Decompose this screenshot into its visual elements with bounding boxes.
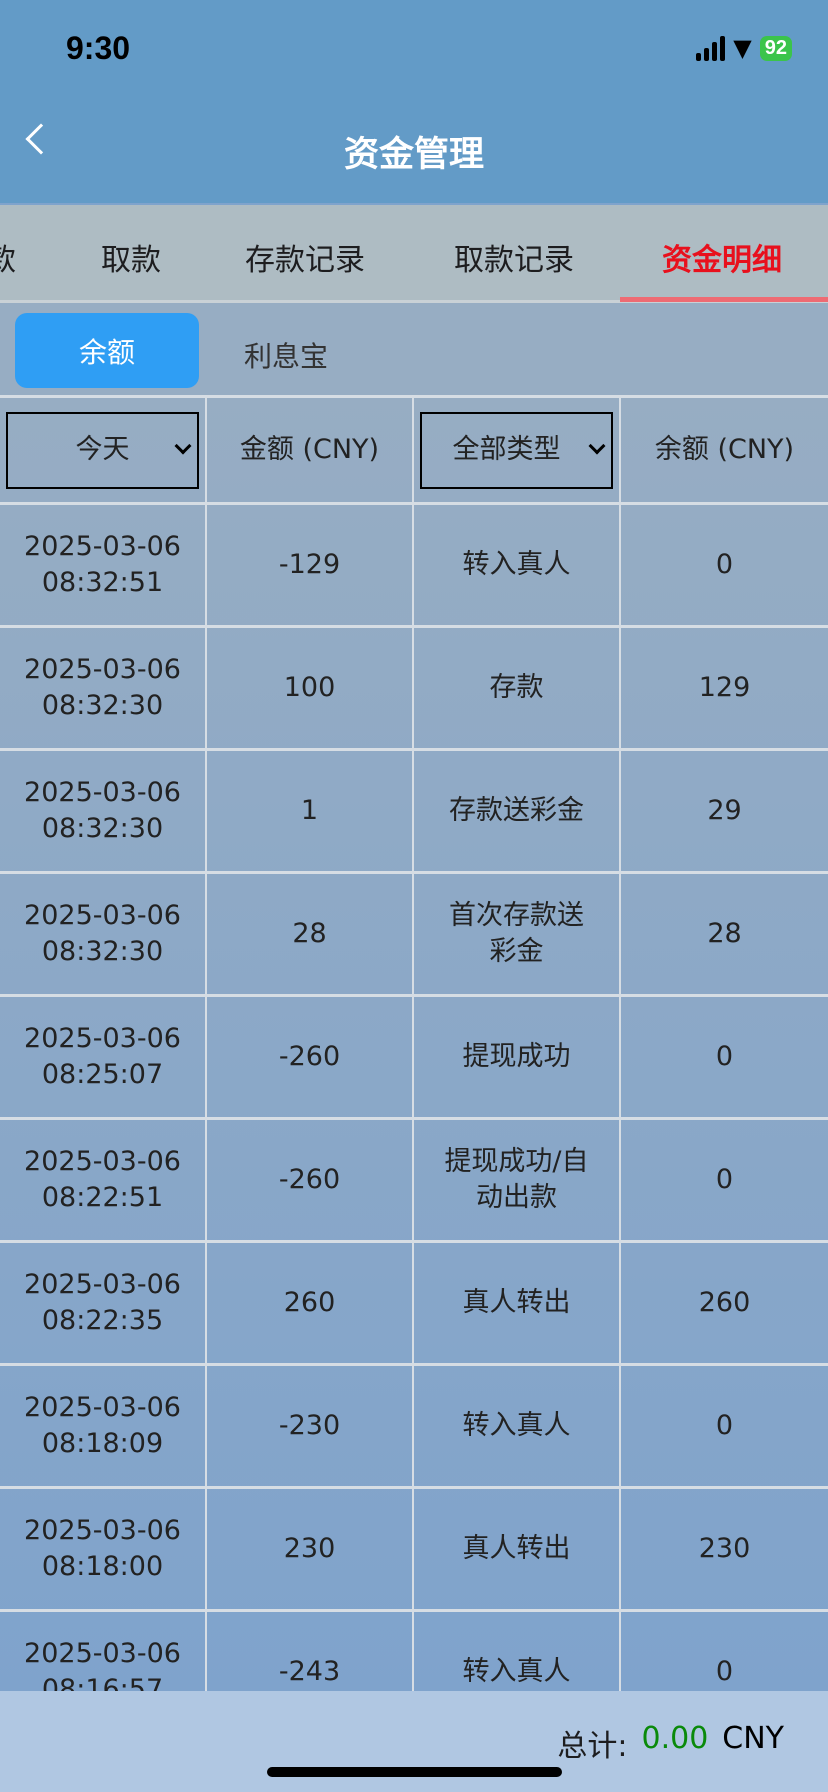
home-indicator[interactable] — [267, 1767, 562, 1777]
total-label: 总计: — [557, 1729, 628, 1764]
balance-cell: 0 — [715, 1041, 734, 1072]
amount-cell: -129 — [207, 505, 414, 625]
amount-cell: 260 — [207, 1243, 414, 1363]
balance-cell: 0 — [715, 549, 734, 580]
signal-icon — [696, 35, 726, 61]
total: 总计: 0.00 CNY — [557, 1721, 784, 1765]
amount-cell: -260 — [207, 997, 414, 1117]
status-time: 9:30 — [66, 30, 131, 66]
table-row: 2025-03-06 08:18:00 230 真人转出 230 — [0, 1486, 828, 1609]
type-cell: 转入真人 — [414, 1612, 621, 1691]
type-cell: 首次存款送彩金 — [414, 874, 621, 994]
tab-withdraw-records[interactable]: 取款记录 — [454, 243, 574, 278]
amount-header: 金额 (CNY) — [207, 398, 414, 502]
table-row: 2025-03-06 08:22:35 260 真人转出 260 — [0, 1240, 828, 1363]
amount-cell: 28 — [207, 874, 414, 994]
time-cell: 2025-03-06 08:32:30 — [0, 628, 207, 748]
type-cell: 提现成功/自动出款 — [414, 1120, 621, 1240]
table-row: 2025-03-06 08:32:30 1 存款送彩金 29 — [0, 748, 828, 871]
active-tab-indicator — [620, 297, 828, 302]
table-row: 2025-03-06 08:18:09 -230 转入真人 0 — [0, 1363, 828, 1486]
time-cell: 2025-03-06 08:18:00 — [0, 1489, 207, 1609]
fund-table: 今天 金额 (CNY) 全部类型 余额 (CNY) 2025-03-06 08:… — [0, 395, 828, 1691]
balance-cell: 230 — [698, 1533, 751, 1564]
table-row: 2025-03-06 08:32:51 -129 转入真人 0 — [0, 502, 828, 625]
table-row: 2025-03-06 08:32:30 28 首次存款送彩金 28 — [0, 871, 828, 994]
time-cell: 2025-03-06 08:32:30 — [0, 751, 207, 871]
tab-fund-details[interactable]: 资金明细 — [662, 243, 782, 278]
battery-icon: 92 — [759, 35, 792, 61]
sub-tabs: 余额 利息宝 — [0, 303, 828, 395]
tab-deposit[interactable]: 款 — [0, 243, 16, 278]
time-cell: 2025-03-06 08:22:51 — [0, 1120, 207, 1240]
tab-bar: 款 取款 存款记录 取款记录 资金明细 — [0, 205, 828, 303]
time-cell: 2025-03-06 08:32:51 — [0, 505, 207, 625]
type-cell: 提现成功 — [414, 997, 621, 1117]
footer: 总计: 0.00 CNY — [0, 1691, 828, 1792]
type-cell: 转入真人 — [414, 505, 621, 625]
type-cell: 存款 — [414, 628, 621, 748]
amount-cell: -230 — [207, 1366, 414, 1486]
time-cell: 2025-03-06 08:16:57 — [0, 1612, 207, 1691]
time-cell: 2025-03-06 08:18:09 — [0, 1366, 207, 1486]
balance-cell: 0 — [715, 1410, 734, 1441]
time-cell: 2025-03-06 08:25:07 — [0, 997, 207, 1117]
chevron-down-icon — [174, 437, 192, 454]
balance-header: 余额 (CNY) — [654, 434, 795, 465]
table-header: 今天 金额 (CNY) 全部类型 余额 (CNY) — [0, 395, 828, 502]
balance-cell: 0 — [715, 1164, 734, 1195]
amount-cell: -243 — [207, 1612, 414, 1691]
amount-cell: -260 — [207, 1120, 414, 1240]
total-value: 0.00 — [641, 1721, 709, 1756]
status-icons: ▼ 92 — [696, 34, 792, 62]
total-currency: CNY — [722, 1721, 784, 1756]
type-cell: 存款送彩金 — [414, 751, 621, 871]
date-filter-select[interactable]: 今天 — [6, 411, 199, 489]
table-row: 2025-03-06 08:32:30 100 存款 129 — [0, 625, 828, 748]
sub-tab-balance[interactable]: 余额 — [15, 313, 199, 388]
balance-cell: 28 — [707, 918, 742, 949]
amount-cell: 1 — [207, 751, 414, 871]
amount-cell: 100 — [207, 628, 414, 748]
wifi-icon: ▼ — [733, 34, 752, 62]
type-cell: 真人转出 — [414, 1489, 621, 1609]
balance-cell: 260 — [698, 1287, 751, 1318]
tab-deposit-records[interactable]: 存款记录 — [245, 243, 365, 278]
time-cell: 2025-03-06 08:32:30 — [0, 874, 207, 994]
tab-withdraw[interactable]: 取款 — [101, 243, 161, 278]
table-row: 2025-03-06 08:25:07 -260 提现成功 0 — [0, 994, 828, 1117]
time-cell: 2025-03-06 08:22:35 — [0, 1243, 207, 1363]
chevron-down-icon — [588, 437, 606, 454]
table-row: 2025-03-06 08:16:57 -243 转入真人 0 — [0, 1609, 828, 1691]
top-bar: 9:30 ▼ 92 资金管理 — [0, 0, 828, 203]
balance-cell: 129 — [698, 672, 751, 703]
type-filter-select[interactable]: 全部类型 — [420, 411, 613, 489]
sub-tab-interest[interactable]: 利息宝 — [244, 340, 329, 373]
table-row: 2025-03-06 08:22:51 -260 提现成功/自动出款 0 — [0, 1117, 828, 1240]
type-cell: 真人转出 — [414, 1243, 621, 1363]
balance-cell: 0 — [715, 1656, 734, 1687]
type-cell: 转入真人 — [414, 1366, 621, 1486]
balance-cell: 29 — [707, 795, 742, 826]
amount-cell: 230 — [207, 1489, 414, 1609]
page-title: 资金管理 — [343, 135, 484, 175]
